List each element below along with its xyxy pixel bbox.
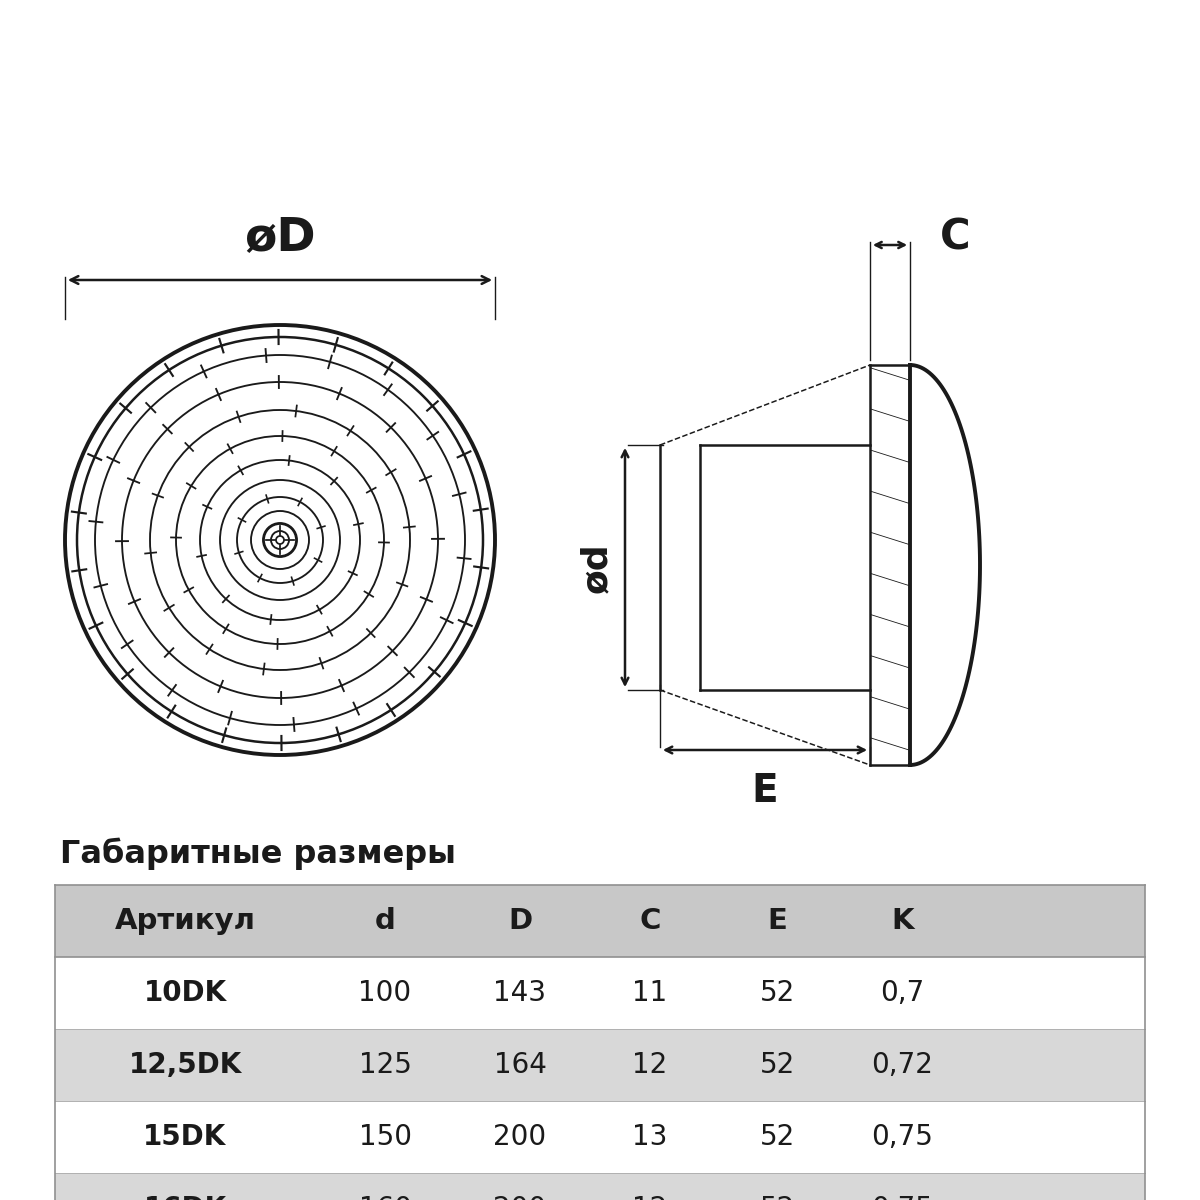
Text: 12,5DK: 12,5DK (128, 1051, 241, 1079)
Bar (55, 1174, 1145, 1200)
Text: 143: 143 (493, 979, 546, 1007)
Text: 0,75: 0,75 (871, 1195, 934, 1200)
Bar (55, 958, 1145, 1028)
Bar (55, 1028, 1145, 1102)
Text: C: C (640, 907, 661, 935)
Text: 0,75: 0,75 (871, 1123, 934, 1151)
Text: 12: 12 (632, 1051, 667, 1079)
Text: 160: 160 (359, 1195, 412, 1200)
Text: D: D (508, 907, 532, 935)
Text: d: d (374, 907, 396, 935)
Circle shape (276, 536, 284, 544)
Text: 125: 125 (359, 1051, 412, 1079)
Text: øD: øD (244, 215, 316, 260)
Text: 200: 200 (493, 1195, 546, 1200)
Text: 16DK: 16DK (144, 1195, 227, 1200)
Text: 10DK: 10DK (144, 979, 227, 1007)
Text: 150: 150 (359, 1123, 412, 1151)
Text: Артикул: Артикул (114, 907, 256, 935)
Bar (55, 1102, 1145, 1174)
Text: ød: ød (580, 542, 613, 593)
Text: 164: 164 (493, 1051, 546, 1079)
Text: 0,72: 0,72 (871, 1051, 934, 1079)
Text: 0,7: 0,7 (881, 979, 925, 1007)
Text: Габаритные размеры: Габаритные размеры (60, 838, 456, 870)
Text: 200: 200 (493, 1123, 546, 1151)
Text: C: C (940, 216, 971, 258)
Text: 15DK: 15DK (143, 1123, 227, 1151)
Text: 11: 11 (632, 979, 667, 1007)
Text: 52: 52 (760, 1195, 796, 1200)
Text: 100: 100 (359, 979, 412, 1007)
Text: E: E (768, 907, 787, 935)
Bar (55, 886, 1145, 958)
Text: E: E (751, 772, 779, 810)
Text: 12: 12 (632, 1195, 667, 1200)
Text: 13: 13 (632, 1123, 667, 1151)
Text: 52: 52 (760, 1051, 796, 1079)
Text: K: K (892, 907, 913, 935)
Text: 52: 52 (760, 979, 796, 1007)
Text: 52: 52 (760, 1123, 796, 1151)
